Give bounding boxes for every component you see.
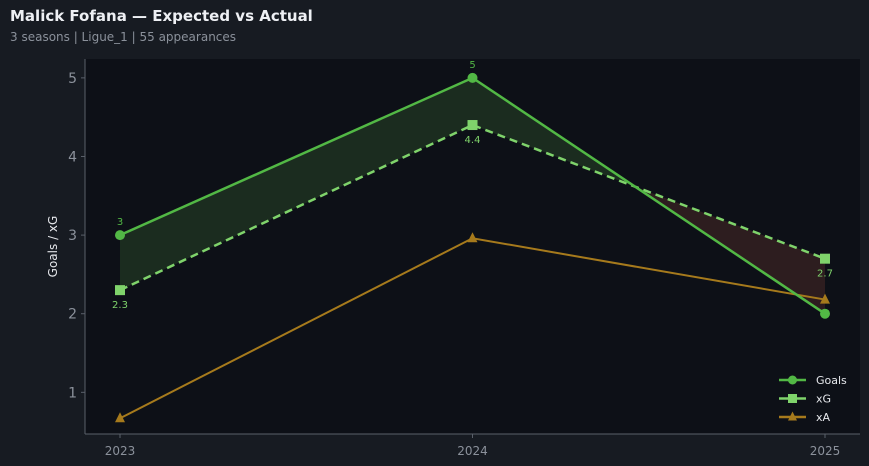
goals-point [115, 230, 125, 241]
y-axis-label: Goals / xG [46, 216, 60, 278]
legend-goals-label: Goals [816, 374, 847, 387]
y-tick-label: 1 [68, 385, 77, 401]
y-tick-label: 2 [68, 307, 77, 323]
goals-point [820, 308, 830, 319]
goals-data-label: 3 [117, 217, 123, 228]
x-tick-label: 2025 [810, 444, 841, 458]
y-tick-label: 3 [68, 228, 77, 244]
xg-point [820, 253, 830, 264]
x-tick-label: 2024 [457, 444, 488, 458]
xg-data-label: 4.4 [465, 135, 481, 146]
xa-point [467, 232, 478, 243]
difference-fill [120, 77, 473, 291]
legend-goals-marker [788, 375, 797, 385]
y-tick-label: 5 [68, 71, 77, 87]
legend-xg-marker [788, 394, 797, 403]
goals-point [467, 72, 478, 83]
chart-subtitle: 3 seasons | Ligue_1 | 55 appearances [10, 30, 237, 44]
xa-point [115, 412, 125, 423]
chart-title: Malick Fofana — Expected vs Actual [10, 7, 313, 25]
xg-point [467, 120, 478, 131]
xg-point [115, 285, 125, 296]
xg-data-label: 2.3 [112, 300, 128, 311]
xg-data-label: 2.7 [817, 269, 833, 280]
x-tick-label: 2023 [105, 444, 136, 458]
xa-point [820, 293, 830, 304]
legend-xa-marker [788, 411, 797, 421]
goals-data-label: 5 [469, 60, 475, 71]
legend-xa-label: xA [816, 411, 831, 424]
y-tick-label: 4 [68, 149, 77, 165]
xg-line [119, 123, 826, 292]
legend-xg-label: xG [816, 393, 831, 406]
